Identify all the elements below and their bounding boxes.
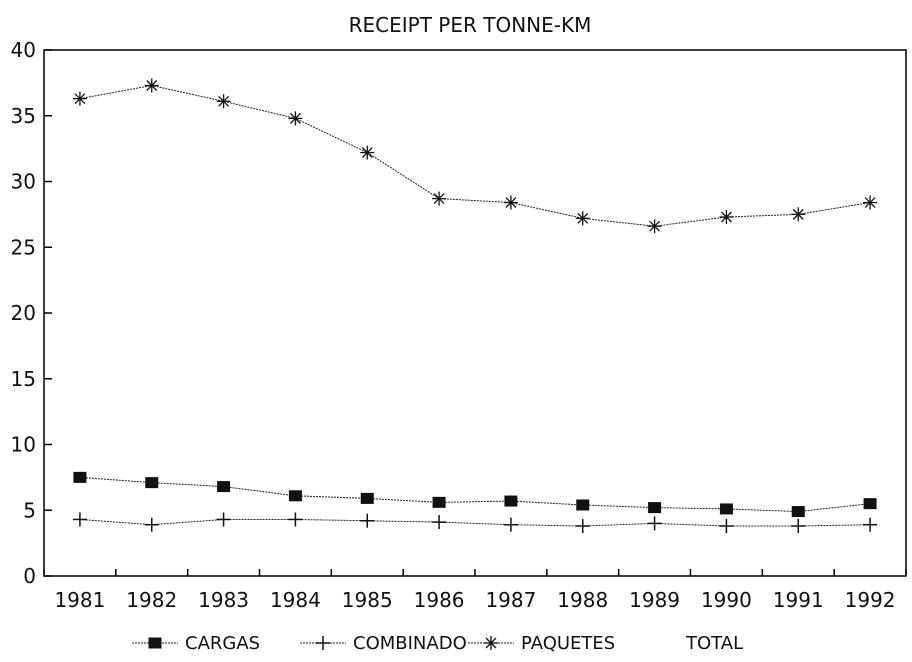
series-line-combinado xyxy=(79,518,871,527)
data-point-cargas xyxy=(504,495,518,507)
data-point-cargas xyxy=(791,506,805,518)
series-line-cargas xyxy=(79,476,871,513)
data-point-paquetes xyxy=(719,210,734,225)
data-point-combinado xyxy=(503,517,518,532)
x-tick-label: 1983 xyxy=(198,588,249,612)
y-tick-label: 5 xyxy=(23,498,36,522)
data-point-paquetes xyxy=(72,91,87,106)
y-tick-label: 10 xyxy=(11,433,36,457)
data-point-cargas xyxy=(217,481,231,493)
data-point-cargas xyxy=(432,496,446,508)
data-point-paquetes xyxy=(360,145,375,160)
data-point-paquetes xyxy=(863,195,878,210)
x-tick-label: 1984 xyxy=(270,588,321,612)
legend-label-cargas: CARGAS xyxy=(185,633,260,654)
data-point-paquetes xyxy=(216,94,231,109)
data-point-paquetes xyxy=(288,111,303,126)
legend: CARGAS COMBINADO PAQUETES TOTAL xyxy=(132,633,743,654)
series-cargas xyxy=(73,471,877,518)
legend-marker-combinado xyxy=(316,636,330,650)
plot-frame xyxy=(43,49,907,577)
x-tick-label: 1991 xyxy=(773,588,824,612)
x-tick-label: 1987 xyxy=(485,588,536,612)
legend-marker-cargas xyxy=(148,637,162,649)
data-point-combinado xyxy=(360,513,375,528)
data-point-cargas xyxy=(719,503,733,515)
x-tick-label: 1982 xyxy=(126,588,177,612)
data-point-cargas xyxy=(648,502,662,514)
y-tick-label: 35 xyxy=(11,104,36,128)
legend-label-total: TOTAL xyxy=(685,633,743,654)
legend-item-combinado: COMBINADO xyxy=(300,633,467,654)
legend-item-paquetes: PAQUETES xyxy=(468,633,615,654)
y-tick-label: 0 xyxy=(23,564,36,588)
x-tick-label: 1981 xyxy=(54,588,105,612)
data-point-combinado xyxy=(575,519,590,534)
legend-item-total: TOTAL xyxy=(685,633,743,654)
chart-title: RECEIPT PER TONNE-KM xyxy=(349,13,592,37)
series-line-paquetes xyxy=(79,84,871,227)
x-tick-label: 1985 xyxy=(342,588,393,612)
data-point-combinado xyxy=(288,512,303,527)
data-point-paquetes xyxy=(503,195,518,210)
legend-item-cargas: CARGAS xyxy=(132,633,260,654)
data-point-paquetes xyxy=(647,219,662,234)
series-paquetes xyxy=(72,78,878,234)
data-point-paquetes xyxy=(144,78,159,93)
data-point-cargas xyxy=(576,499,590,511)
y-tick-label: 15 xyxy=(11,367,36,391)
axes: 0 5 10 15 20 25 30 35 40 1981 1982 1983 1984 1985 1986… xyxy=(11,38,907,612)
data-point-combinado xyxy=(144,517,159,532)
y-tick-label: 40 xyxy=(11,38,36,62)
series-combinado xyxy=(72,512,878,534)
x-tick-label: 1992 xyxy=(845,588,896,612)
data-point-paquetes xyxy=(575,211,590,226)
x-tick-label: 1988 xyxy=(557,588,608,612)
legend-marker-paquetes xyxy=(484,636,498,650)
data-point-combinado xyxy=(863,517,878,532)
y-tick-label: 30 xyxy=(11,170,36,194)
data-point-paquetes xyxy=(432,191,447,206)
data-point-cargas xyxy=(288,490,302,502)
legend-label-paquetes: PAQUETES xyxy=(521,633,615,654)
x-tick-label: 1990 xyxy=(701,588,752,612)
x-tick-label: 1989 xyxy=(629,588,680,612)
x-tick-label: 1986 xyxy=(414,588,465,612)
data-point-combinado xyxy=(72,512,87,527)
data-point-combinado xyxy=(719,519,734,534)
data-point-combinado xyxy=(791,519,806,534)
legend-label-combinado: COMBINADO xyxy=(353,633,467,654)
data-point-cargas xyxy=(360,492,374,504)
y-tick-label: 25 xyxy=(11,235,36,259)
data-point-combinado xyxy=(432,515,447,530)
data-point-combinado xyxy=(647,516,662,531)
series-layer xyxy=(72,78,878,534)
data-point-cargas xyxy=(863,498,877,510)
data-point-paquetes xyxy=(791,207,806,222)
data-point-cargas xyxy=(145,477,159,489)
y-tick-label: 20 xyxy=(11,301,36,325)
data-point-combinado xyxy=(216,512,231,527)
data-point-cargas xyxy=(73,471,87,483)
